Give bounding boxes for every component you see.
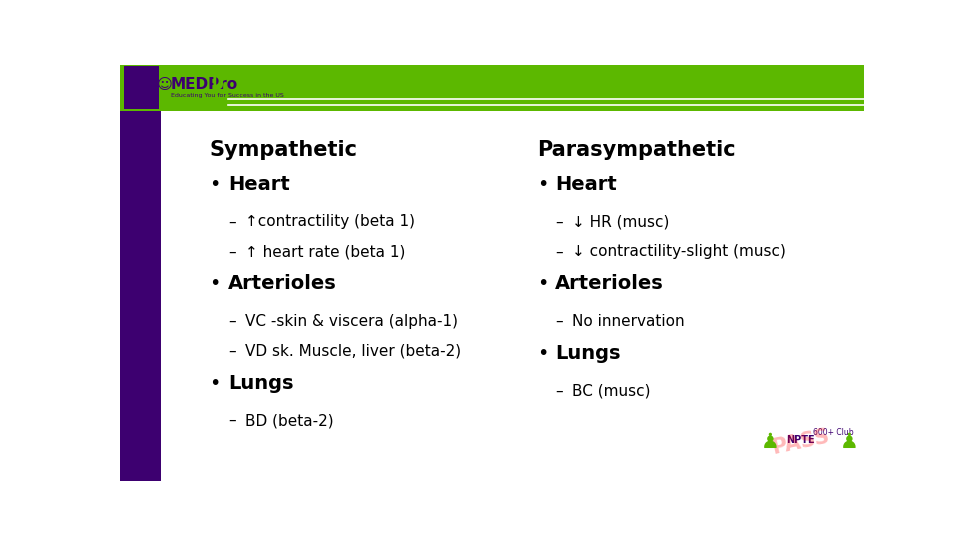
- Text: ♟: ♟: [761, 431, 780, 451]
- Text: –: –: [228, 344, 235, 359]
- Text: •: •: [209, 374, 221, 393]
- Text: Sympathetic: Sympathetic: [209, 140, 357, 160]
- Text: VC -skin & viscera (alpha-1): VC -skin & viscera (alpha-1): [245, 314, 458, 329]
- Text: No innervation: No innervation: [572, 314, 685, 329]
- Text: –: –: [555, 383, 563, 399]
- Text: –: –: [228, 314, 235, 329]
- Text: NPTE: NPTE: [786, 435, 814, 445]
- Text: ☺: ☺: [156, 77, 173, 92]
- Text: •: •: [209, 175, 221, 194]
- Text: Arterioles: Arterioles: [228, 274, 337, 293]
- Text: ↑contractility (beta 1): ↑contractility (beta 1): [245, 214, 415, 230]
- Text: •: •: [537, 274, 548, 293]
- Text: –: –: [555, 214, 563, 230]
- Text: Heart: Heart: [228, 175, 290, 194]
- Text: –: –: [228, 245, 235, 259]
- Text: Parasympathetic: Parasympathetic: [537, 140, 735, 160]
- Text: Lungs: Lungs: [228, 374, 294, 393]
- FancyBboxPatch shape: [124, 66, 159, 109]
- Text: ↓ HR (musc): ↓ HR (musc): [572, 214, 670, 230]
- FancyBboxPatch shape: [120, 65, 864, 111]
- Text: ↓ contractility-slight (musc): ↓ contractility-slight (musc): [572, 245, 786, 259]
- Text: PASS: PASS: [770, 426, 831, 458]
- Text: ↑ heart rate (beta 1): ↑ heart rate (beta 1): [245, 245, 405, 259]
- Text: BC (musc): BC (musc): [572, 383, 651, 399]
- FancyBboxPatch shape: [120, 111, 161, 481]
- Text: Educating You for Success in the US: Educating You for Success in the US: [171, 93, 283, 98]
- Text: Lungs: Lungs: [555, 344, 621, 363]
- Text: Arterioles: Arterioles: [555, 274, 664, 293]
- Text: –: –: [555, 314, 563, 329]
- Text: BD (beta-2): BD (beta-2): [245, 413, 334, 428]
- Text: U: U: [211, 77, 224, 92]
- Text: ♟: ♟: [840, 431, 859, 451]
- Text: Heart: Heart: [555, 175, 617, 194]
- Text: –: –: [228, 214, 235, 230]
- Text: –: –: [228, 413, 235, 428]
- Text: •: •: [537, 175, 548, 194]
- Text: •: •: [209, 274, 221, 293]
- Text: VD sk. Muscle, liver (beta-2): VD sk. Muscle, liver (beta-2): [245, 344, 461, 359]
- Text: –: –: [555, 245, 563, 259]
- Text: 600+ Club: 600+ Club: [813, 428, 854, 437]
- Text: •: •: [537, 344, 548, 363]
- Text: MEDPro: MEDPro: [171, 77, 238, 92]
